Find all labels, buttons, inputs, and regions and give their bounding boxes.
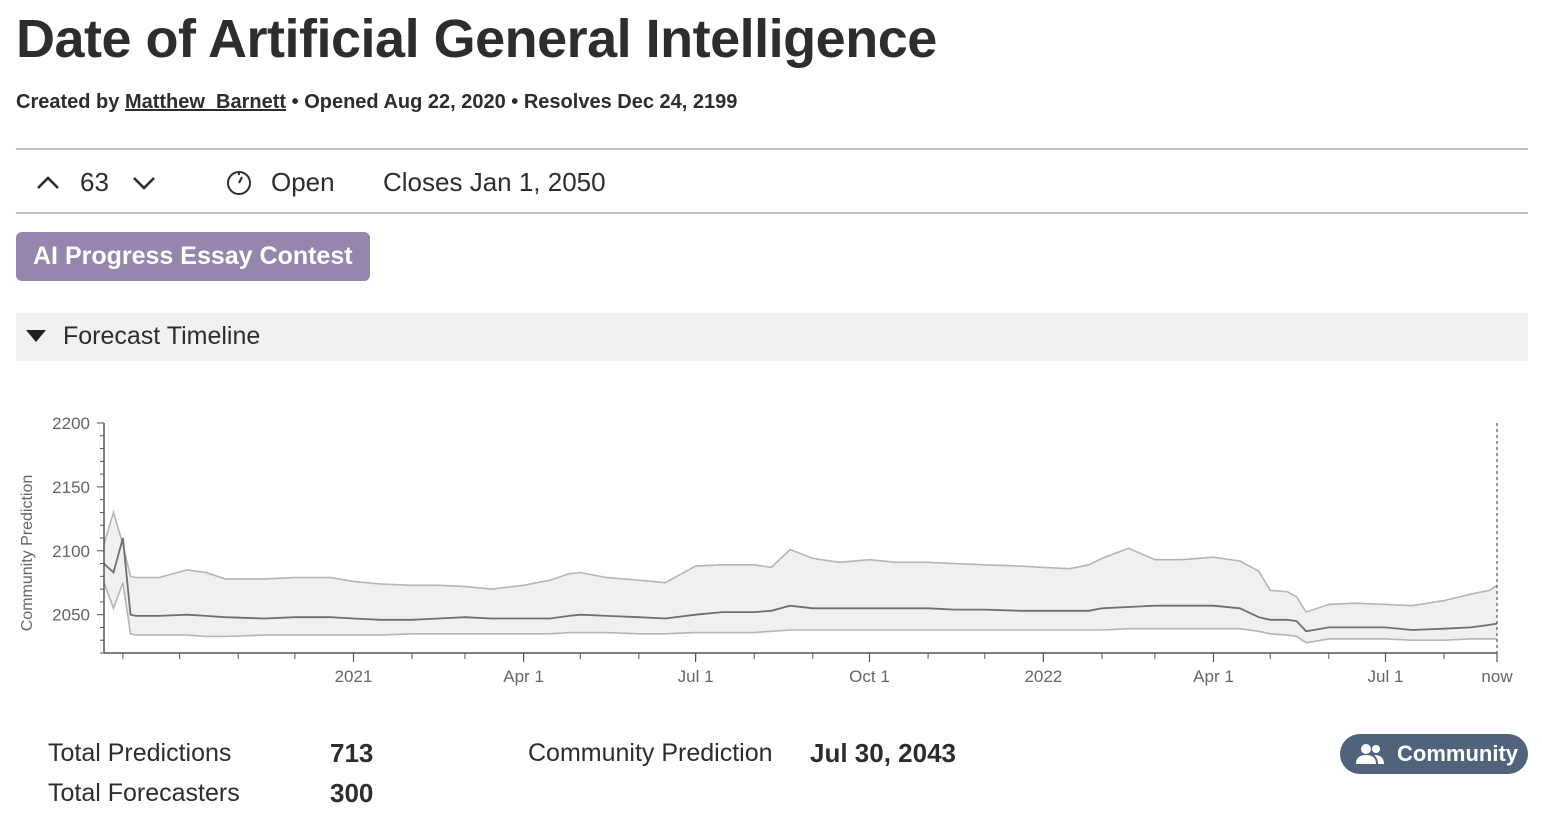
community-prediction-value: Jul 30, 2043 xyxy=(810,738,956,768)
total-predictions-label: Total Predictions xyxy=(48,739,232,767)
closes-date: Closes Jan 1, 2050 xyxy=(383,167,606,197)
status-bar: 63 Open Closes Jan 1, 2050 xyxy=(16,148,1528,214)
status-text: Open xyxy=(271,167,335,197)
vote-count: 63 xyxy=(80,167,109,197)
community-prediction-label: Community Prediction xyxy=(528,739,773,767)
chevron-down-icon[interactable] xyxy=(132,172,156,194)
category-tag[interactable]: AI Progress Essay Contest xyxy=(16,232,370,281)
upper-quartile-line xyxy=(103,509,1498,614)
y-axis-label: Community Prediction xyxy=(19,475,36,632)
question-meta: Created by Matthew_Barnett • Opened Aug … xyxy=(16,91,737,114)
people-icon xyxy=(1356,744,1384,764)
x-tick-label: Apr 1 xyxy=(503,667,544,686)
chevron-up-icon[interactable] xyxy=(36,172,60,194)
y-tick-label: 2100 xyxy=(52,542,90,561)
x-tick-label: 2021 xyxy=(335,667,373,686)
dates-text: • Opened Aug 22, 2020 • Resolves Dec 24,… xyxy=(286,91,738,113)
community-button-label: Community xyxy=(1397,741,1518,766)
x-tick-label: Apr 1 xyxy=(1193,667,1234,686)
community-button[interactable]: Community xyxy=(1340,734,1528,774)
section-title: Forecast Timeline xyxy=(63,322,261,350)
y-tick-label: 2150 xyxy=(52,478,90,497)
total-predictions-value: 713 xyxy=(330,738,374,768)
confidence-band xyxy=(104,512,1497,643)
y-tick-label: 2200 xyxy=(52,414,90,433)
clock-icon xyxy=(227,171,251,195)
x-tick-label: 2022 xyxy=(1024,667,1062,686)
created-prefix: Created by xyxy=(16,91,125,113)
x-tick-label: Jul 1 xyxy=(678,667,714,686)
y-tick-label: 2050 xyxy=(52,606,90,625)
x-tick-label: Jul 1 xyxy=(1368,667,1404,686)
x-tick-label: Oct 1 xyxy=(849,667,890,686)
x-tick-label: now xyxy=(1481,667,1513,686)
total-forecasters-label: Total Forecasters xyxy=(48,779,240,807)
lower-quartile-line xyxy=(103,582,1497,644)
caret-down-icon xyxy=(26,330,46,342)
median-line xyxy=(103,537,1498,633)
forecast-timeline-toggle[interactable]: Forecast Timeline xyxy=(16,313,1528,361)
total-forecasters-value: 300 xyxy=(330,778,374,808)
page-title: Date of Artificial General Intelligence xyxy=(16,9,937,69)
forecast-chart: 2050 2100 2150 2200 Community Prediction 2021… xyxy=(19,414,1513,686)
author-link[interactable]: Matthew_Barnett xyxy=(124,91,287,113)
